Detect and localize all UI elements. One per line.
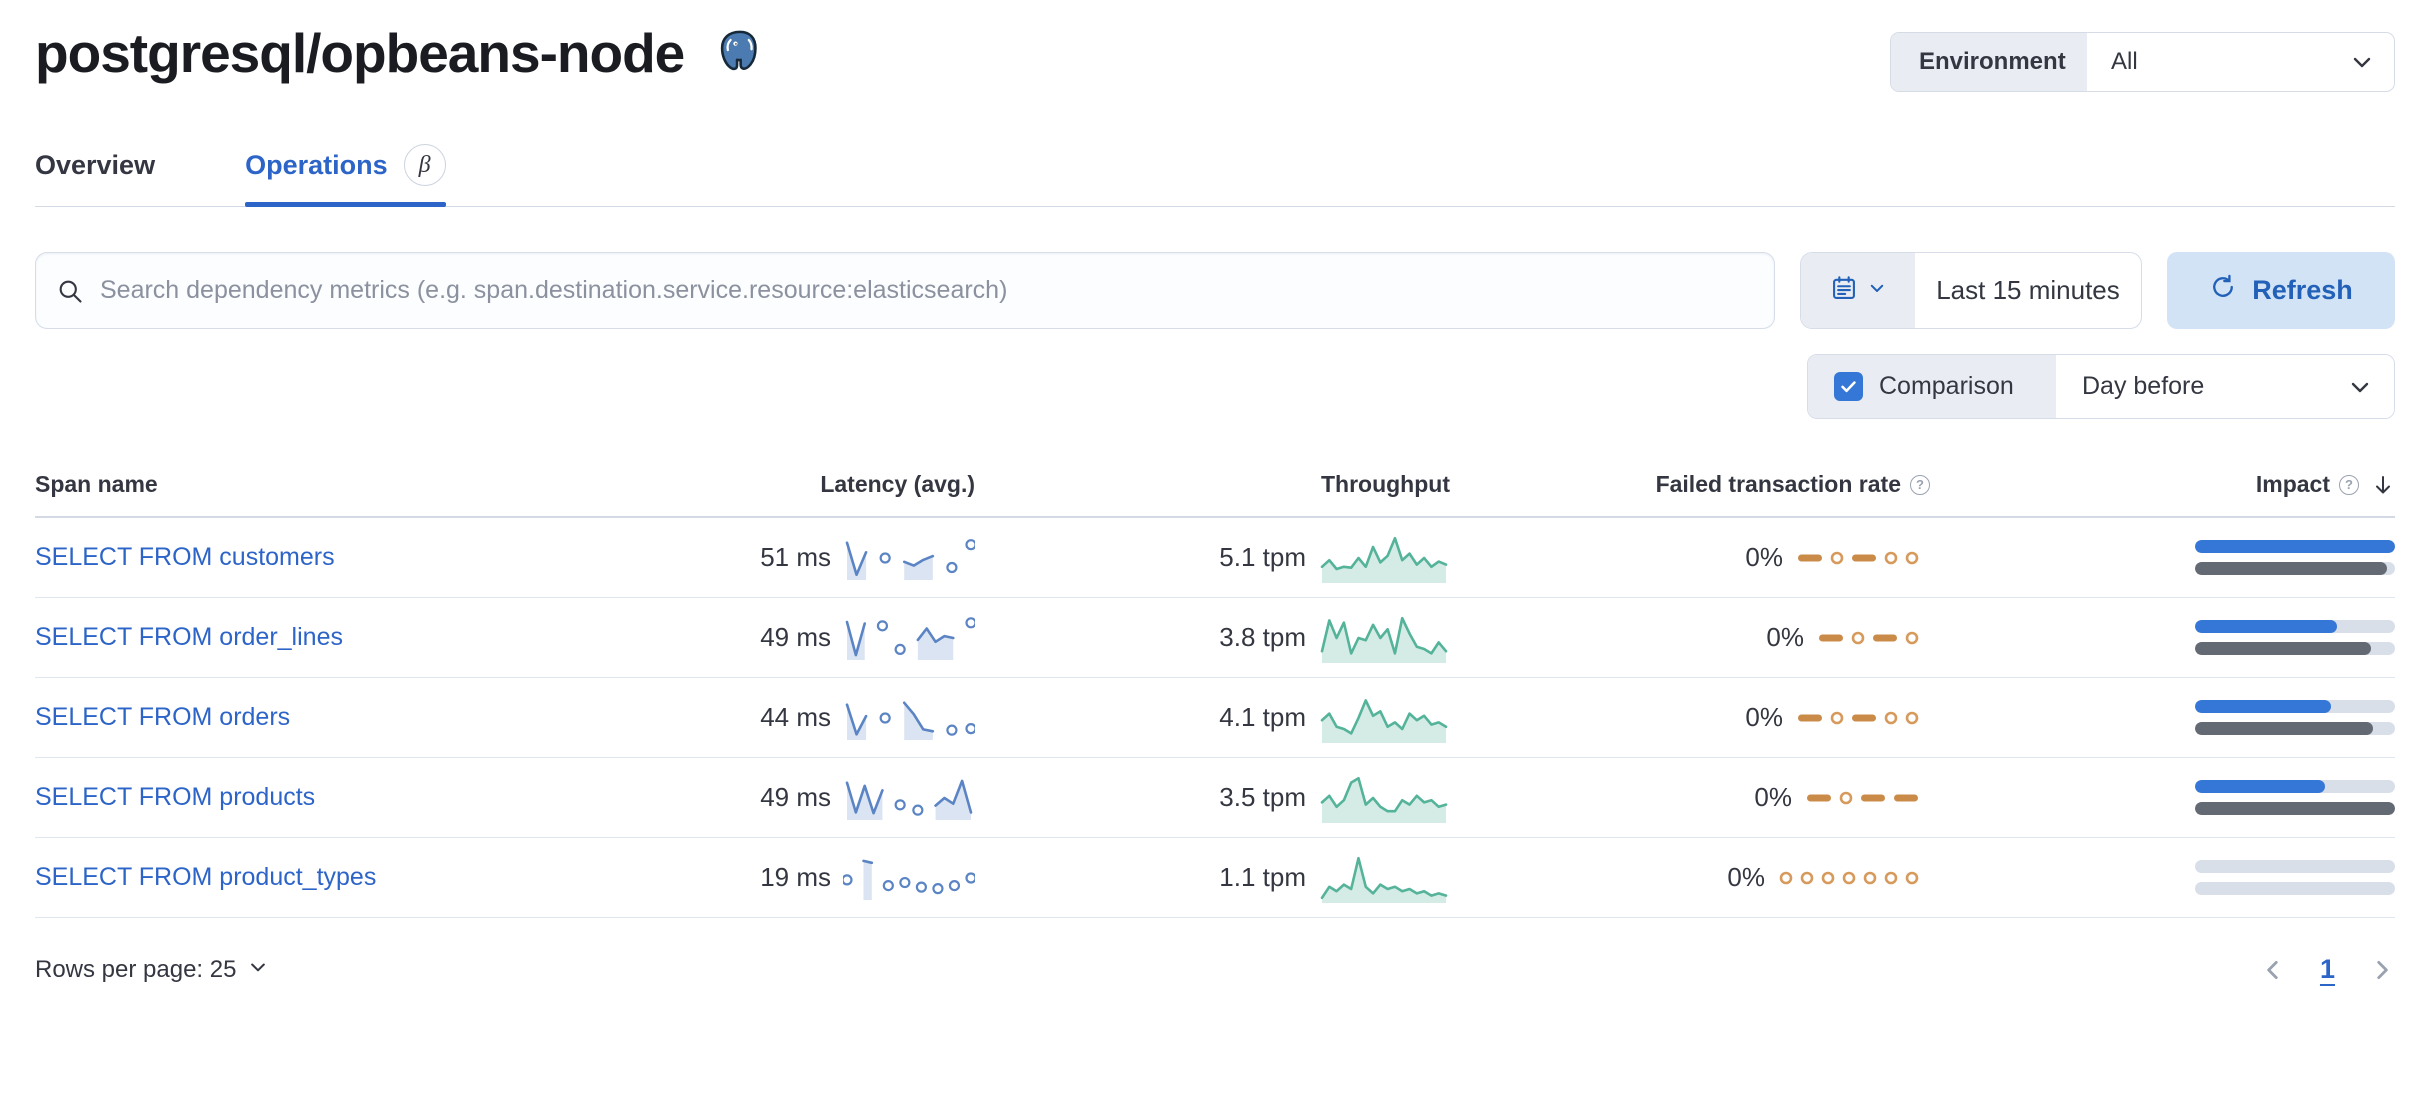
latency-sparkline [843, 774, 975, 822]
calendar-icon [1830, 274, 1858, 307]
latency-sparkline [843, 694, 975, 742]
throughput-sparkline [1318, 531, 1450, 585]
environment-label: Environment [1891, 33, 2087, 91]
comparison-row: Comparison Day before [35, 354, 2395, 419]
table-row: SELECT FROM product_types 19 ms 1.1 tpm … [35, 838, 2395, 918]
throughput-sparkline [1318, 691, 1450, 745]
comparison-select[interactable]: Day before [2056, 355, 2394, 418]
table-header: Span name Latency (avg.) Throughput Fail… [35, 471, 2395, 518]
failed-rate-value: 0% [1766, 622, 1804, 652]
table-row: SELECT FROM products 49 ms 3.5 tpm 0% [35, 758, 2395, 838]
column-failed-rate: Failed transaction rate ? [1450, 471, 1930, 498]
impact-bar [2195, 540, 2395, 575]
comparison-checkbox[interactable] [1834, 372, 1863, 401]
pagination: 1 [2260, 954, 2395, 985]
latency-sparkline [843, 854, 975, 902]
column-latency: Latency (avg.) [820, 471, 975, 497]
latency-value: 19 ms [760, 862, 831, 892]
operations-table: Span name Latency (avg.) Throughput Fail… [35, 471, 2395, 918]
refresh-button[interactable]: Refresh [2167, 252, 2395, 329]
latency-value: 51 ms [760, 542, 831, 572]
date-picker-quick-menu[interactable] [1801, 253, 1915, 328]
throughput-value: 3.5 tpm [1219, 782, 1306, 812]
refresh-label: Refresh [2252, 275, 2353, 305]
failed-rate-sparkline [1804, 784, 1930, 812]
tab-operations-label: Operations [245, 149, 388, 180]
tab-overview[interactable]: Overview [35, 144, 155, 206]
throughput-sparkline [1318, 851, 1450, 905]
comparison-value: Day before [2082, 372, 2205, 400]
failed-rate-value: 0% [1727, 862, 1765, 892]
rows-per-page-label: Rows per page: 25 [35, 955, 237, 983]
comparison-label: Comparison [1879, 372, 2014, 400]
failed-rate-sparkline [1816, 624, 1930, 652]
column-span-name: Span name [35, 471, 158, 497]
environment-value: All [2111, 48, 2138, 75]
impact-bar [2195, 860, 2395, 895]
chevron-down-icon [1868, 279, 1886, 302]
page-title: postgresql/opbeans-node [35, 22, 685, 84]
sort-desc-icon [2371, 473, 2395, 497]
throughput-sparkline [1318, 771, 1450, 825]
latency-value: 44 ms [760, 702, 831, 732]
chevron-down-icon [248, 956, 268, 984]
table-row: SELECT FROM order_lines 49 ms 3.8 tpm 0% [35, 598, 2395, 678]
span-name-link[interactable]: SELECT FROM product_types [35, 863, 377, 891]
throughput-value: 3.8 tpm [1219, 622, 1306, 652]
search-input[interactable] [100, 276, 1774, 305]
throughput-value: 4.1 tpm [1219, 702, 1306, 732]
comparison-toggle: Comparison [1808, 355, 2056, 418]
failed-rate-sparkline [1795, 704, 1930, 732]
environment-select[interactable]: Environment All [1890, 32, 2395, 92]
question-icon: ? [1910, 474, 1930, 495]
question-icon: ? [2339, 474, 2359, 495]
beta-badge: β [403, 144, 446, 186]
page-header: postgresql/opbeans-node Environment All [35, 20, 2395, 92]
title-wrap: postgresql/opbeans-node [35, 20, 766, 86]
throughput-value: 1.1 tpm [1219, 862, 1306, 892]
impact-bar [2195, 700, 2395, 735]
span-name-link[interactable]: SELECT FROM customers [35, 543, 335, 571]
latency-sparkline [843, 614, 975, 662]
prev-page-button[interactable] [2260, 957, 2286, 983]
latency-value: 49 ms [760, 622, 831, 652]
tab-operations[interactable]: Operations β [245, 144, 446, 207]
throughput-sparkline [1318, 611, 1450, 665]
failed-rate-value: 0% [1745, 702, 1783, 732]
refresh-icon [2209, 273, 2237, 308]
next-page-button[interactable] [2369, 957, 2395, 983]
tab-bar: Overview Operations β [35, 144, 2395, 207]
column-throughput: Throughput [1320, 471, 1450, 497]
impact-bar [2195, 780, 2395, 815]
latency-value: 49 ms [760, 782, 831, 812]
tab-overview-label: Overview [35, 149, 156, 180]
rows-per-page[interactable]: Rows per page: 25 [35, 956, 268, 984]
table-row: SELECT FROM orders 44 ms 4.1 tpm 0% [35, 678, 2395, 758]
failed-rate-sparkline [1777, 864, 1930, 892]
table-row: SELECT FROM customers 51 ms 5.1 tpm 0% [35, 518, 2395, 598]
toolbar: Last 15 minutes Refresh [35, 252, 2395, 329]
failed-rate-sparkline [1795, 544, 1930, 572]
postgresql-icon [714, 27, 766, 79]
failed-rate-value: 0% [1745, 542, 1783, 572]
search-icon [56, 277, 84, 305]
failed-rate-value: 0% [1754, 782, 1792, 812]
span-name-link[interactable]: SELECT FROM products [35, 783, 316, 811]
span-name-link[interactable]: SELECT FROM orders [35, 703, 291, 731]
chevron-down-icon [2348, 375, 2372, 399]
dependency-operations-page: postgresql/opbeans-node Environment All … [0, 20, 2430, 985]
table-footer: Rows per page: 25 1 [35, 954, 2395, 985]
chevron-down-icon [2350, 50, 2374, 74]
span-name-link[interactable]: SELECT FROM order_lines [35, 623, 343, 651]
column-impact[interactable]: Impact ? [1930, 471, 2395, 498]
time-range-value[interactable]: Last 15 minutes [1936, 275, 2120, 305]
page-number[interactable]: 1 [2319, 954, 2335, 984]
throughput-value: 5.1 tpm [1219, 542, 1306, 572]
date-picker[interactable]: Last 15 minutes [1800, 252, 2142, 329]
impact-bar [2195, 620, 2395, 655]
comparison-control: Comparison Day before [1807, 354, 2395, 419]
search-field [35, 252, 1775, 329]
latency-sparkline [843, 534, 975, 582]
